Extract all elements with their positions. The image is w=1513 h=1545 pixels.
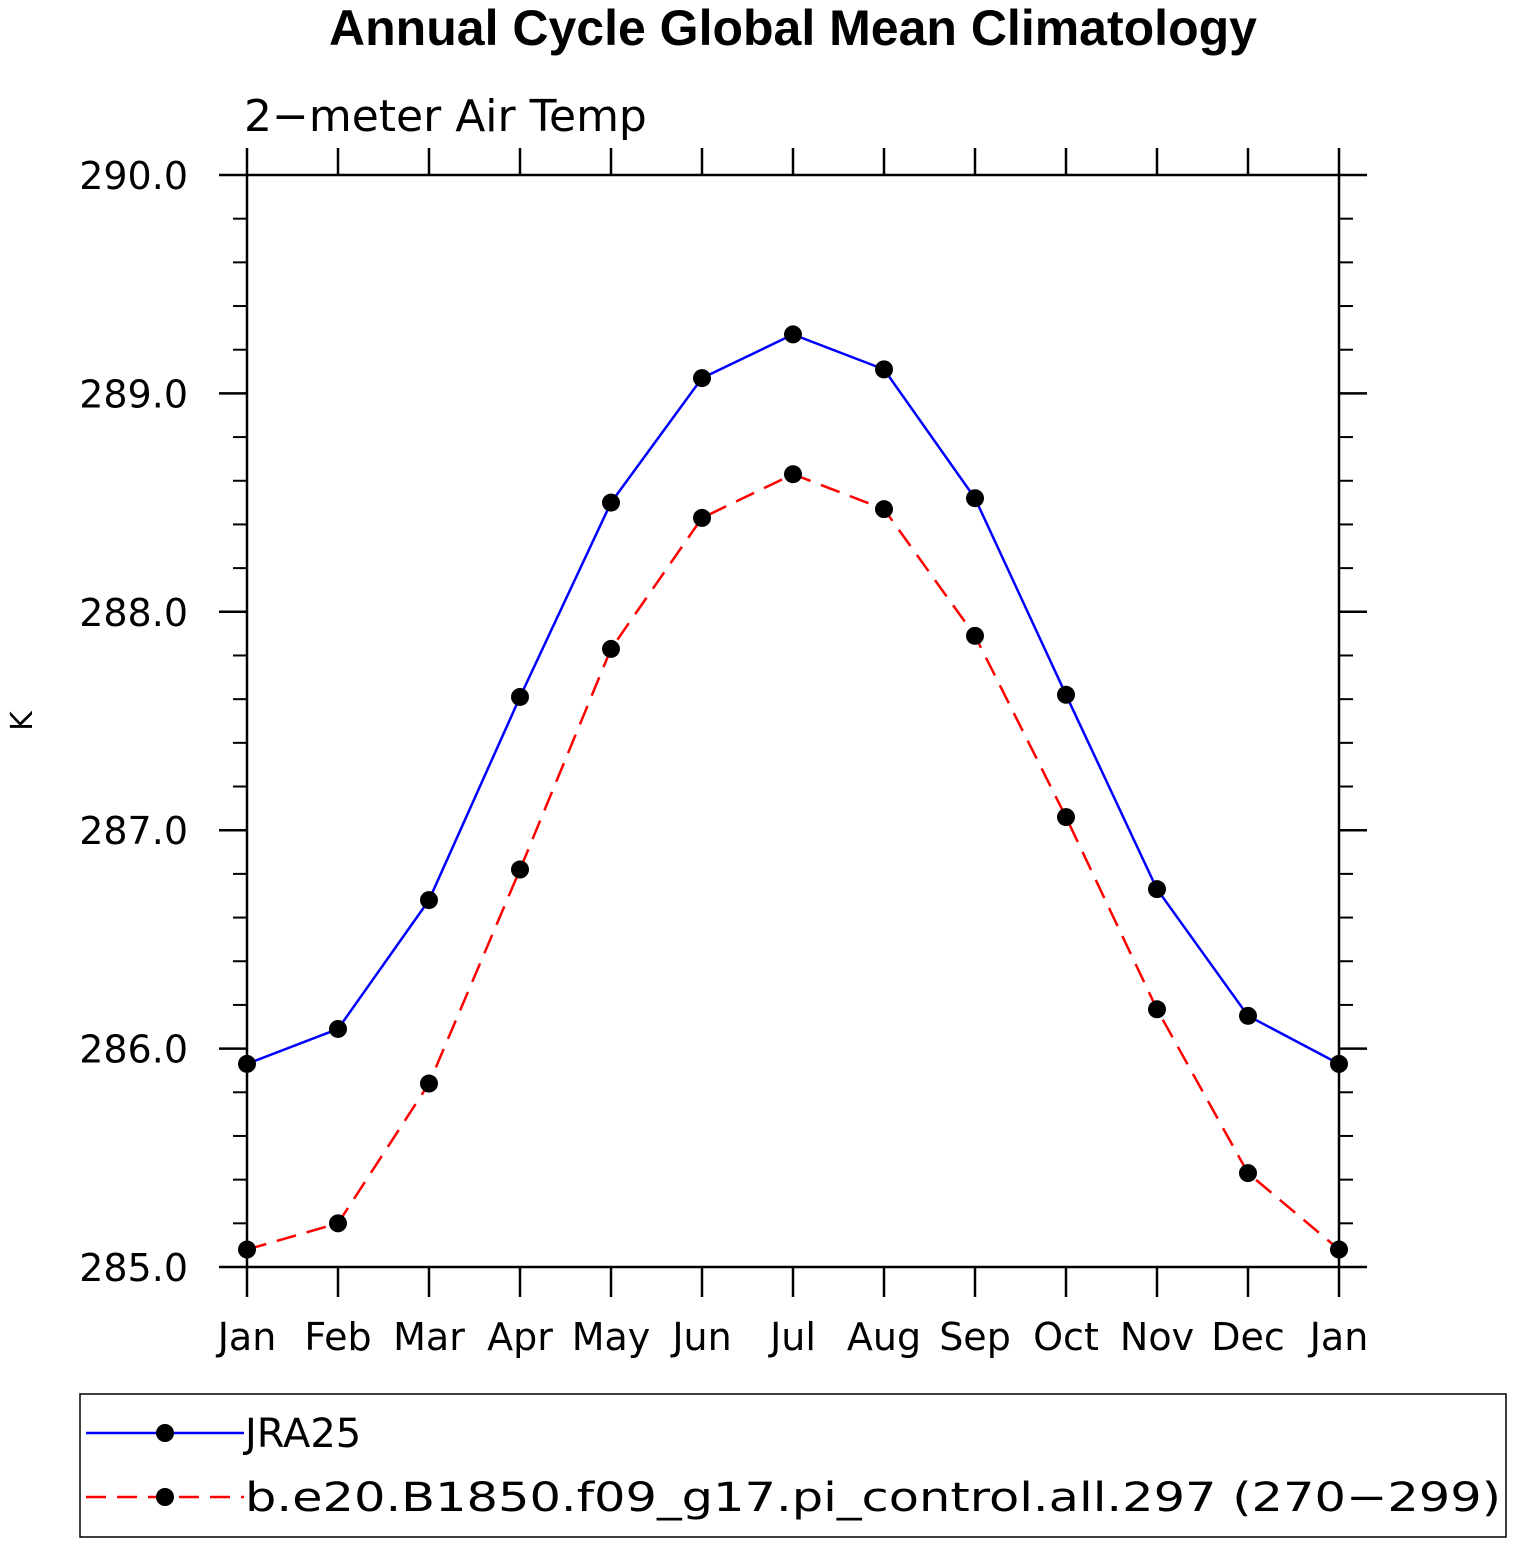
data-point	[511, 687, 529, 706]
data-point	[602, 493, 620, 512]
data-point	[1148, 1000, 1166, 1019]
legend-label-jra25: JRA25	[242, 1411, 361, 1457]
series-line	[246, 333, 1340, 1066]
legend-box	[79, 1393, 1507, 1538]
chart-subtitle: 2−meter Air Temp	[244, 91, 647, 142]
data-point	[511, 860, 529, 879]
x-tick-label: Jun	[670, 1315, 731, 1359]
y-tick-label: 286.0	[79, 1028, 188, 1072]
data-point	[1239, 1164, 1257, 1183]
x-tick-label: Oct	[1033, 1315, 1099, 1359]
x-tick-label: Dec	[1211, 1315, 1285, 1359]
data-point	[420, 891, 438, 910]
data-point	[1148, 880, 1166, 899]
axis-ticks	[219, 148, 1367, 1297]
chart-title: Annual Cycle Global Mean Climatology	[329, 0, 1257, 56]
data-point	[602, 639, 620, 658]
series-layer	[238, 325, 1348, 1259]
y-tick-label: 287.0	[79, 809, 188, 853]
series-0	[238, 325, 1348, 1073]
data-point	[784, 465, 802, 484]
x-tick-label: Jan	[1308, 1315, 1369, 1359]
x-tick-label: Nov	[1120, 1315, 1194, 1359]
x-tick-label: Feb	[304, 1315, 371, 1359]
y-axis-label: K	[5, 710, 40, 731]
data-point	[1239, 1006, 1257, 1025]
data-point	[966, 626, 984, 645]
y-tick-label: 285.0	[79, 1246, 188, 1290]
series-line	[246, 472, 1340, 1251]
x-tick-label: Apr	[487, 1315, 553, 1359]
data-point	[420, 1074, 438, 1093]
data-point	[1057, 685, 1075, 704]
x-tick-label: Mar	[393, 1315, 465, 1359]
x-tick-label: Jul	[768, 1315, 816, 1359]
legend-label-b1850: b.e20.B1850.f09_g17.pi_control.all.297 (…	[245, 1475, 1501, 1521]
y-tick-label: 288.0	[79, 591, 188, 635]
y-tick-label: 290.0	[79, 154, 188, 198]
series-1	[238, 465, 1348, 1259]
data-point	[966, 489, 984, 508]
plot-frame	[245, 173, 1341, 1269]
x-tick-label: Aug	[847, 1315, 921, 1359]
legend-marker-jra25	[156, 1424, 174, 1442]
data-point	[329, 1019, 347, 1038]
x-tick-label: Sep	[939, 1315, 1011, 1359]
data-point	[784, 325, 802, 344]
axis-tick-labels: Jan Feb Mar Apr May Jun Jul Aug Sep Oct Nov Dec Jan 2…	[79, 154, 1368, 1359]
legend-marker-b1850	[156, 1488, 174, 1506]
data-point	[329, 1214, 347, 1233]
data-point	[693, 369, 711, 388]
y-tick-label: 289.0	[79, 372, 188, 416]
x-tick-label: May	[572, 1315, 651, 1359]
x-tick-label: Jan	[216, 1315, 277, 1359]
legend: JRA25 b.e20.B1850.f09_g17.pi_control.all…	[79, 1393, 1507, 1538]
data-point	[875, 360, 893, 379]
data-point	[693, 508, 711, 527]
data-point	[1057, 808, 1075, 827]
data-point	[875, 500, 893, 519]
